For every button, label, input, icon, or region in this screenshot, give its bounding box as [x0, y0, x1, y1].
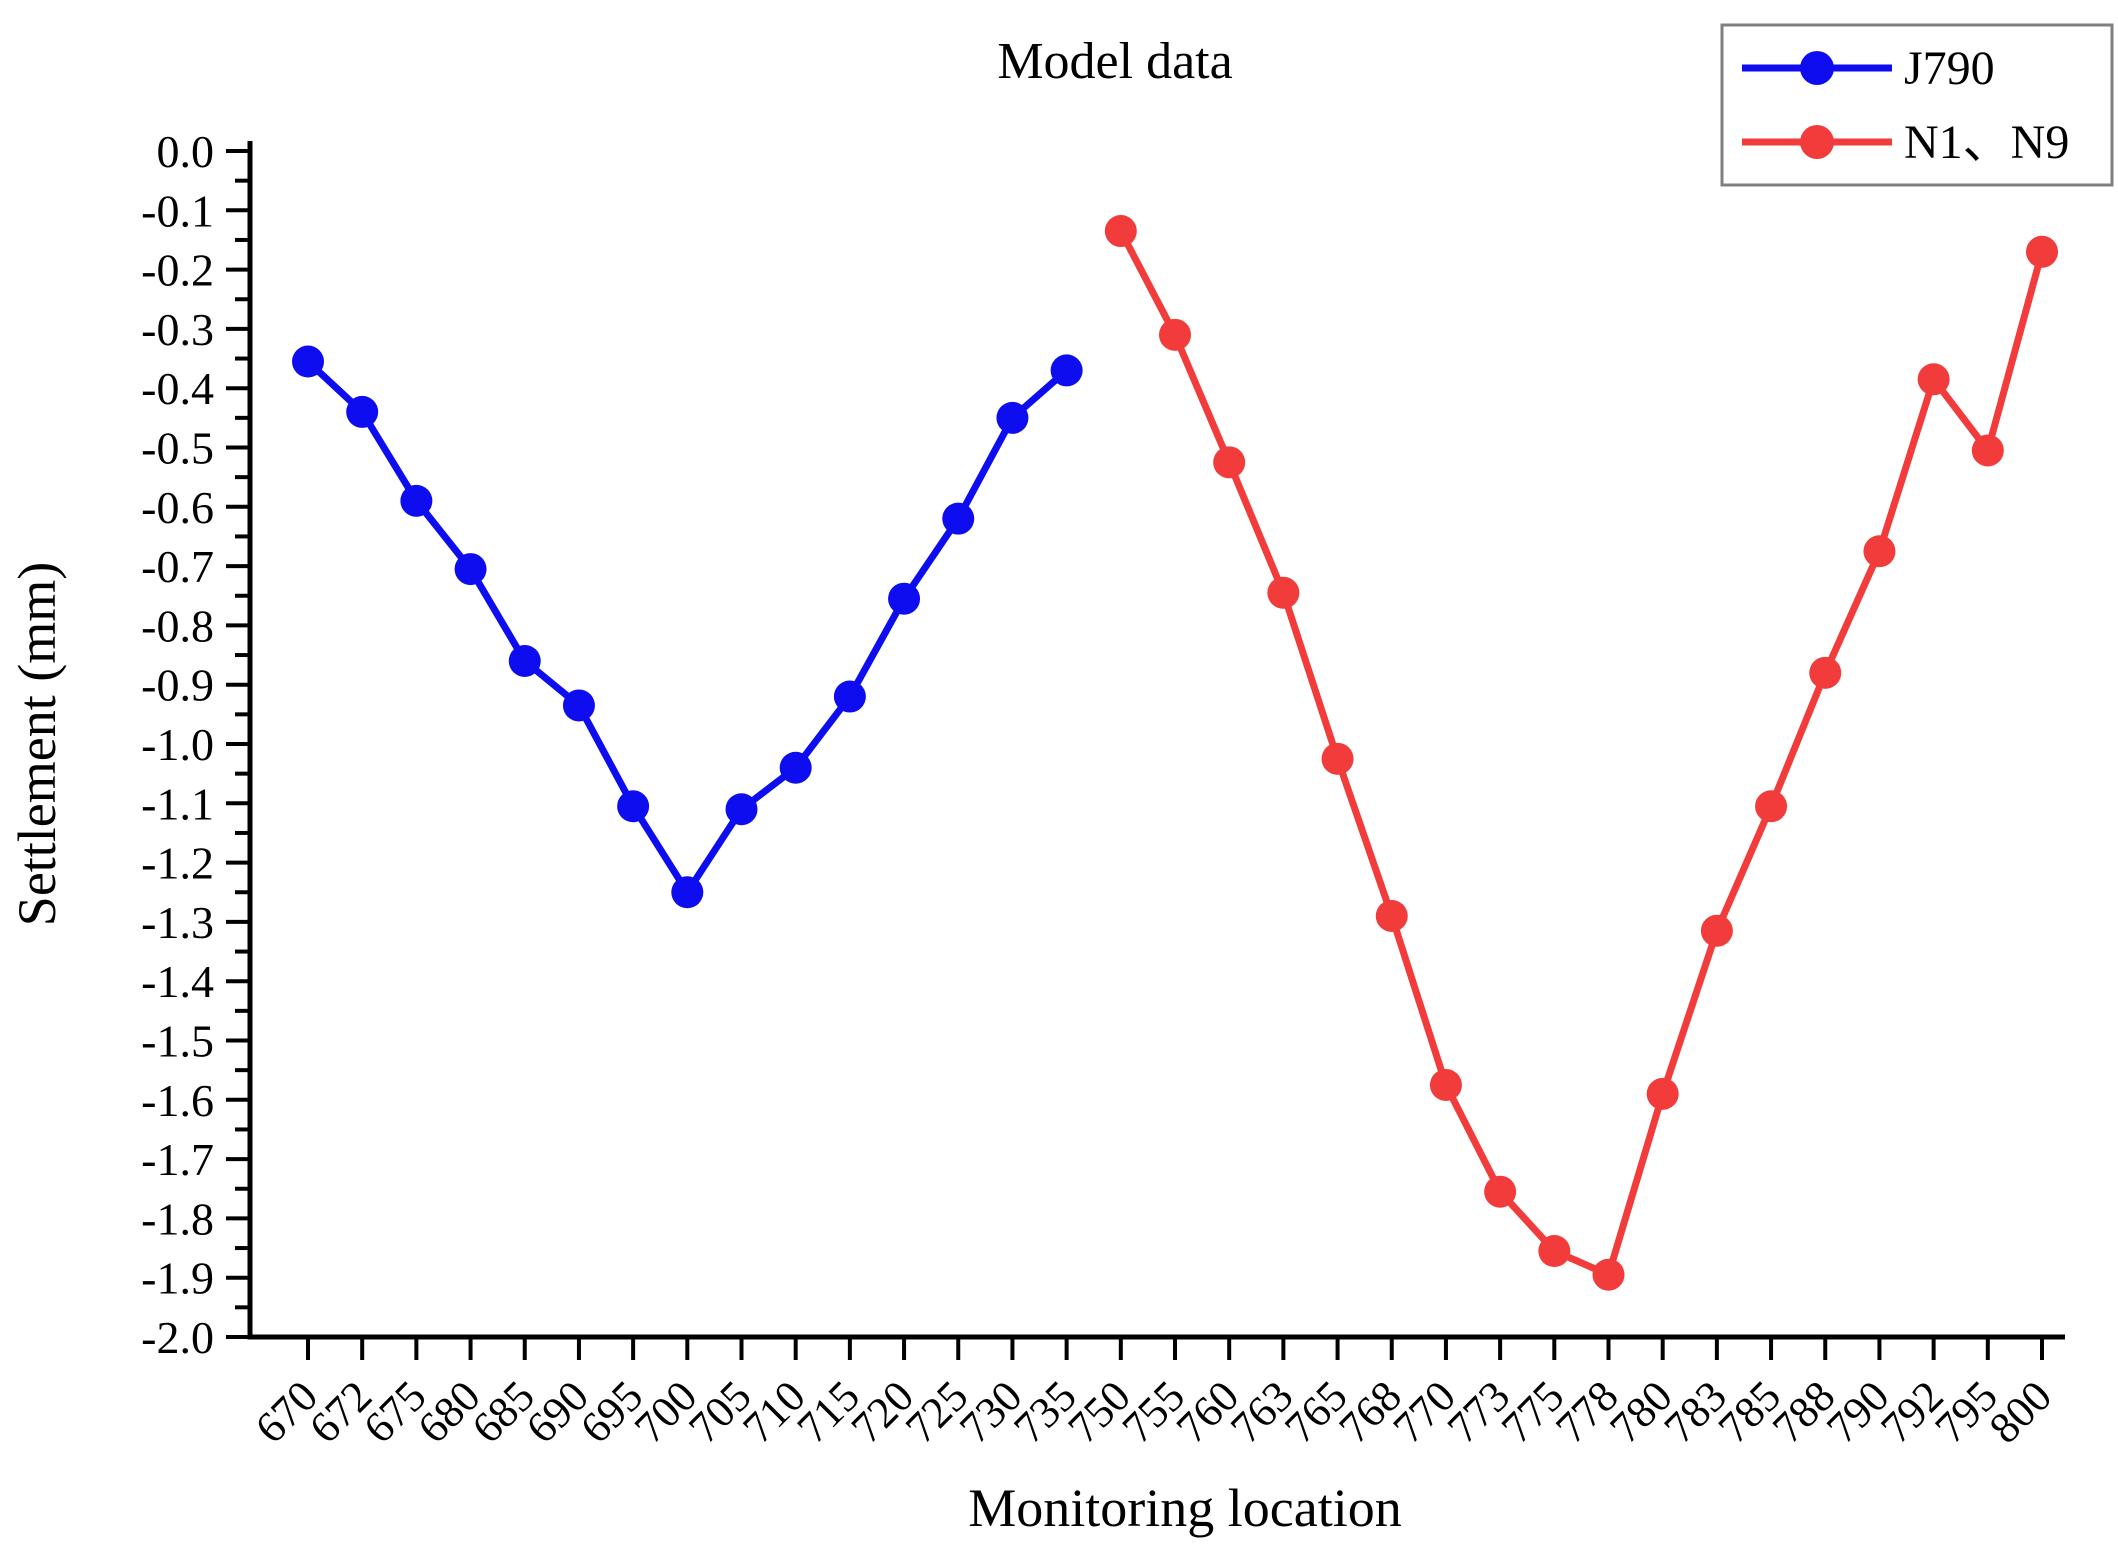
y-tick-label: 0.0 [157, 126, 215, 177]
series-marker-n1n9 [1159, 318, 1191, 351]
y-tick-label: -0.7 [141, 541, 214, 592]
y-tick-label: -0.8 [141, 600, 214, 651]
series-marker-n1n9 [1104, 215, 1137, 248]
series-marker-j790 [671, 876, 704, 909]
y-tick-label: -0.9 [141, 660, 214, 711]
y-tick-label: -0.2 [141, 245, 214, 296]
y-tick-label: -0.4 [141, 363, 214, 414]
series-marker-j790 [725, 793, 758, 826]
series-marker-n1n9 [1429, 1068, 1462, 1101]
series-marker-j790 [400, 484, 433, 517]
series-marker-n1n9 [1646, 1077, 1679, 1110]
series-line-j790 [305, 358, 1069, 896]
series-marker-n1n9 [1484, 1175, 1517, 1208]
y-tick-label: -1.2 [141, 838, 214, 889]
series-marker-n1n9 [1375, 899, 1408, 932]
y-tick-label: -0.6 [141, 482, 214, 533]
series-marker-n1n9 [1809, 656, 1842, 689]
series-marker-j790 [292, 345, 324, 378]
series-marker-j790 [833, 680, 866, 713]
series-marker-j790 [508, 644, 541, 677]
series-marker-j790 [562, 689, 595, 722]
y-tick-label: -1.4 [141, 956, 214, 1007]
y-tick-label: -1.6 [141, 1075, 214, 1126]
y-tick-label: -1.7 [141, 1134, 214, 1185]
series-marker-n1n9 [1213, 446, 1246, 479]
y-tick-label: -1.5 [141, 1016, 214, 1067]
plot-area: 0.0 -0.1 -0.2 -0.3 -0.4 -0.5 -0.6 -0.7 -0.8 -0.9 -… [141, 23, 2114, 1453]
series-marker-j790 [454, 553, 487, 586]
x-axis-title: Monitoring location [968, 1478, 1401, 1538]
series-marker-j790 [1050, 354, 1083, 387]
series-marker-n1n9 [1971, 434, 2004, 467]
chart-title: Model data [997, 33, 1232, 90]
series-marker-j790 [942, 502, 975, 535]
series-marker-n1n9 [1267, 576, 1300, 609]
y-tick-label: -1.8 [141, 1193, 214, 1244]
legend-item-label: N1、N9 [1904, 116, 2069, 169]
series-marker-n1n9 [1917, 363, 1950, 396]
y-tick-label: -2.0 [141, 1312, 214, 1363]
series-marker-n1n9 [1755, 790, 1788, 823]
legend-item-label: J790 [1904, 42, 1995, 95]
y-tick-label: -1.1 [141, 778, 214, 829]
legend-sample-marker [1800, 125, 1834, 159]
series-line-n1n9 [1117, 229, 2046, 1279]
series-marker-n1n9 [1700, 914, 1733, 947]
series-marker-n1n9 [1321, 742, 1354, 775]
y-tick-label: -0.1 [141, 185, 214, 236]
series-marker-j790 [888, 582, 921, 615]
y-tick-label: -0.3 [141, 304, 214, 355]
series-marker-j790 [346, 395, 379, 428]
y-axis-title: Settlement (mm) [7, 562, 67, 926]
y-tick-label: -0.5 [141, 423, 214, 474]
series-marker-j790 [996, 401, 1029, 434]
legend-sample-marker [1800, 51, 1834, 85]
series-marker-n1n9 [1592, 1258, 1625, 1291]
series-marker-n1n9 [1538, 1235, 1571, 1268]
series-marker-n1n9 [2026, 235, 2058, 268]
series-marker-j790 [779, 751, 812, 784]
y-tick-label: -1.0 [141, 719, 214, 770]
series-marker-j790 [617, 790, 650, 823]
x-tick-label: 800 [1980, 1371, 2061, 1452]
series-marker-n1n9 [1863, 535, 1896, 568]
y-tick-label: -1.9 [141, 1253, 214, 1304]
y-tick-label: -1.3 [141, 897, 214, 948]
legend-box [1720, 23, 2114, 187]
